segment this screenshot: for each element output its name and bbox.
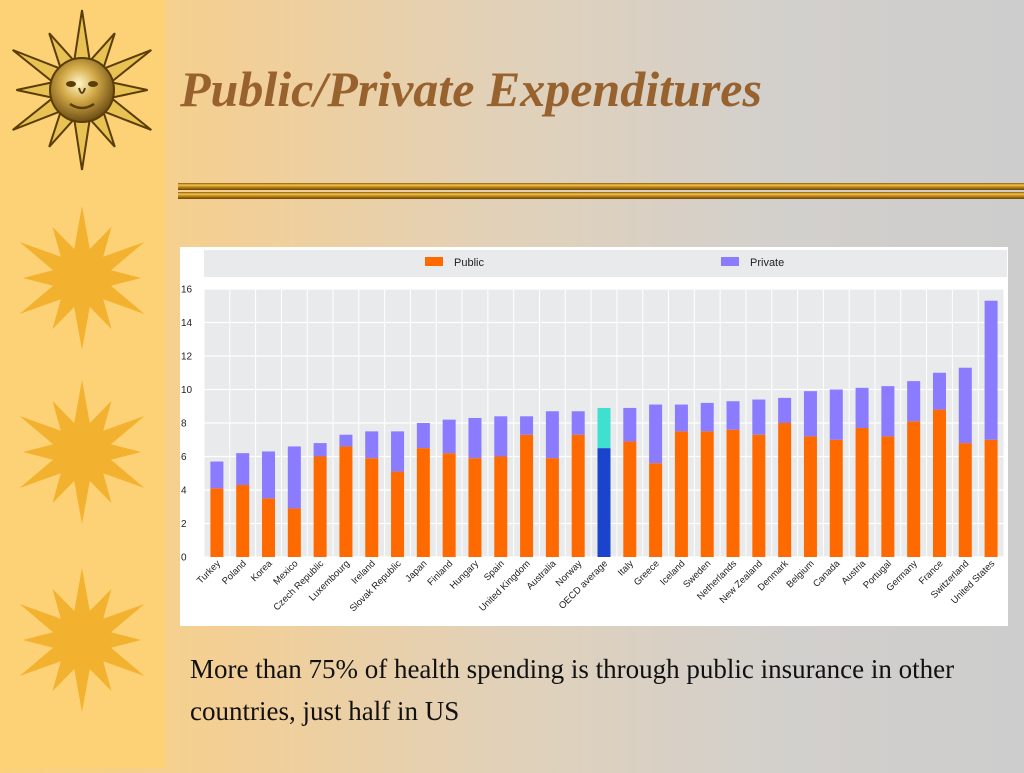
bar-private — [365, 431, 379, 459]
bar-public — [442, 453, 456, 557]
bar-public — [778, 423, 792, 557]
legend-label-public: Public — [454, 257, 484, 269]
sun-face-icon — [12, 9, 152, 171]
bar-public — [829, 439, 843, 557]
y-tick-label: 2 — [181, 519, 187, 530]
bar-public — [571, 434, 585, 557]
bar-private — [210, 461, 224, 489]
bar-public — [468, 458, 482, 557]
bar-private — [391, 431, 405, 472]
bar-private — [339, 434, 353, 447]
bar-private — [649, 404, 663, 464]
bar-public — [674, 431, 688, 557]
y-tick-label: 12 — [181, 352, 193, 363]
bar-private — [958, 367, 972, 444]
bar-private — [287, 446, 301, 509]
y-tick-label: 0 — [181, 553, 187, 564]
bar-private — [571, 411, 585, 435]
bar-public — [700, 431, 714, 557]
bar-private — [520, 416, 534, 435]
bar-private — [932, 372, 946, 410]
bar-private — [623, 407, 637, 442]
slide-caption: More than 75% of health spending is thro… — [190, 654, 955, 726]
bar-private — [545, 411, 559, 459]
bar-private — [700, 402, 714, 432]
sun-icon — [19, 206, 145, 350]
x-tick-label: Italy — [616, 558, 636, 578]
bar-private — [752, 399, 766, 435]
bar-public — [932, 409, 946, 557]
y-tick-label: 8 — [181, 419, 187, 430]
bar-public — [236, 484, 250, 557]
sun-icon — [19, 380, 145, 524]
bar-public — [313, 456, 327, 557]
bar-public — [391, 471, 405, 557]
bar-private — [468, 417, 482, 459]
x-tick-label: Belgium — [785, 558, 817, 590]
bar-private — [236, 453, 250, 485]
bar-private — [442, 419, 456, 454]
bar-private — [855, 387, 869, 429]
y-tick-label: 16 — [181, 285, 193, 296]
chart-panel: Public Private 0 2 4 6 8 10 12 14 16 Turkey Poland Ko… — [180, 247, 1008, 626]
bar-private — [597, 407, 611, 449]
x-tick-label: Turkey — [195, 558, 223, 586]
bar-public — [339, 446, 353, 557]
bar-private — [829, 389, 843, 440]
y-tick-label: 10 — [181, 385, 193, 396]
bar-public — [649, 463, 663, 557]
decorative-sidebar — [0, 0, 165, 768]
bar-public — [494, 456, 508, 557]
legend-label-private: Private — [750, 257, 784, 269]
y-tick-label: 6 — [181, 452, 187, 463]
bar-private — [416, 423, 430, 449]
bar-public — [984, 439, 998, 557]
x-tick-label: Poland — [220, 558, 249, 587]
x-tick-label: Canada — [811, 558, 843, 590]
y-tick-label: 14 — [181, 318, 193, 329]
bar-public — [545, 458, 559, 557]
bar-public — [416, 448, 430, 557]
slide-title: Public/Private Expenditures — [180, 61, 762, 117]
x-tick-label: Australia — [525, 558, 559, 592]
bar-public — [803, 436, 817, 557]
bar-private — [907, 381, 921, 422]
y-tick-label: 4 — [181, 486, 187, 497]
bar-public — [958, 443, 972, 557]
bar-public — [855, 428, 869, 557]
bar-private — [262, 451, 276, 499]
bar-public — [881, 436, 895, 557]
legend-swatch-public — [425, 257, 443, 266]
bar-public — [287, 508, 301, 557]
bar-private — [803, 391, 817, 437]
title-divider — [178, 183, 1024, 199]
bar-public — [520, 434, 534, 557]
bar-public — [623, 441, 637, 557]
bar-private — [778, 397, 792, 423]
bar-public — [907, 421, 921, 557]
bar-public — [726, 429, 740, 557]
bar-public — [262, 498, 276, 557]
x-tick-label: Greece — [632, 558, 662, 588]
bar-private — [674, 404, 688, 432]
sun-decorations — [12, 9, 152, 712]
bar-private — [984, 300, 998, 440]
bar-private — [313, 443, 327, 457]
bar-private — [726, 401, 740, 430]
x-tick-label: Hungary — [448, 558, 481, 591]
legend-swatch-private — [721, 257, 739, 266]
bar-public — [597, 448, 611, 557]
bar-private — [881, 386, 895, 437]
bar-public — [210, 488, 224, 557]
bar-private — [494, 416, 508, 457]
bar-public — [365, 458, 379, 557]
bar-public — [752, 434, 766, 557]
sun-icon — [19, 568, 145, 712]
